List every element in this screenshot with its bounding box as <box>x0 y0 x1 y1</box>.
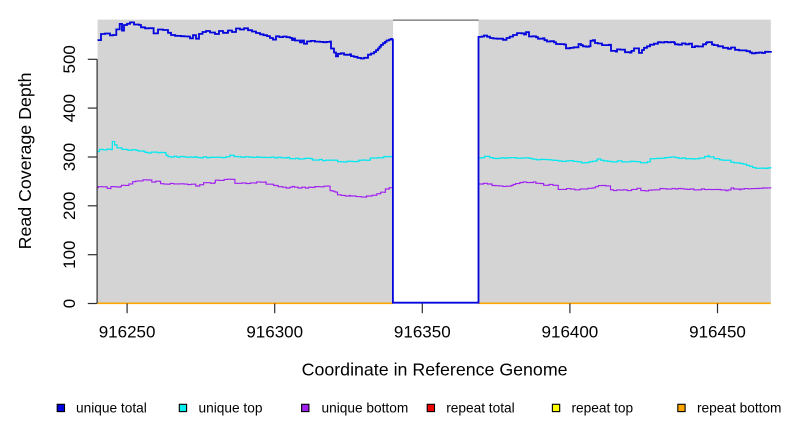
svg-text:unique total: unique total <box>76 401 147 416</box>
svg-text:unique bottom: unique bottom <box>322 401 409 416</box>
svg-text:916250: 916250 <box>99 322 156 341</box>
svg-text:Read Coverage Depth: Read Coverage Depth <box>15 72 35 249</box>
svg-text:916300: 916300 <box>246 322 303 341</box>
svg-text:100: 100 <box>60 241 79 269</box>
svg-text:unique top: unique top <box>199 401 263 416</box>
svg-text:repeat total: repeat total <box>446 401 514 416</box>
svg-text:200: 200 <box>60 192 79 220</box>
svg-text:916450: 916450 <box>689 322 746 341</box>
svg-text:repeat bottom: repeat bottom <box>697 401 781 416</box>
svg-text:Coordinate in Reference Genome: Coordinate in Reference Genome <box>302 360 568 380</box>
svg-text:repeat top: repeat top <box>572 401 634 416</box>
svg-text:300: 300 <box>60 143 79 171</box>
svg-text:400: 400 <box>60 94 79 122</box>
svg-text:500: 500 <box>60 45 79 73</box>
svg-text:916400: 916400 <box>542 322 599 341</box>
svg-text:916350: 916350 <box>394 322 451 341</box>
svg-text:0: 0 <box>60 299 79 308</box>
